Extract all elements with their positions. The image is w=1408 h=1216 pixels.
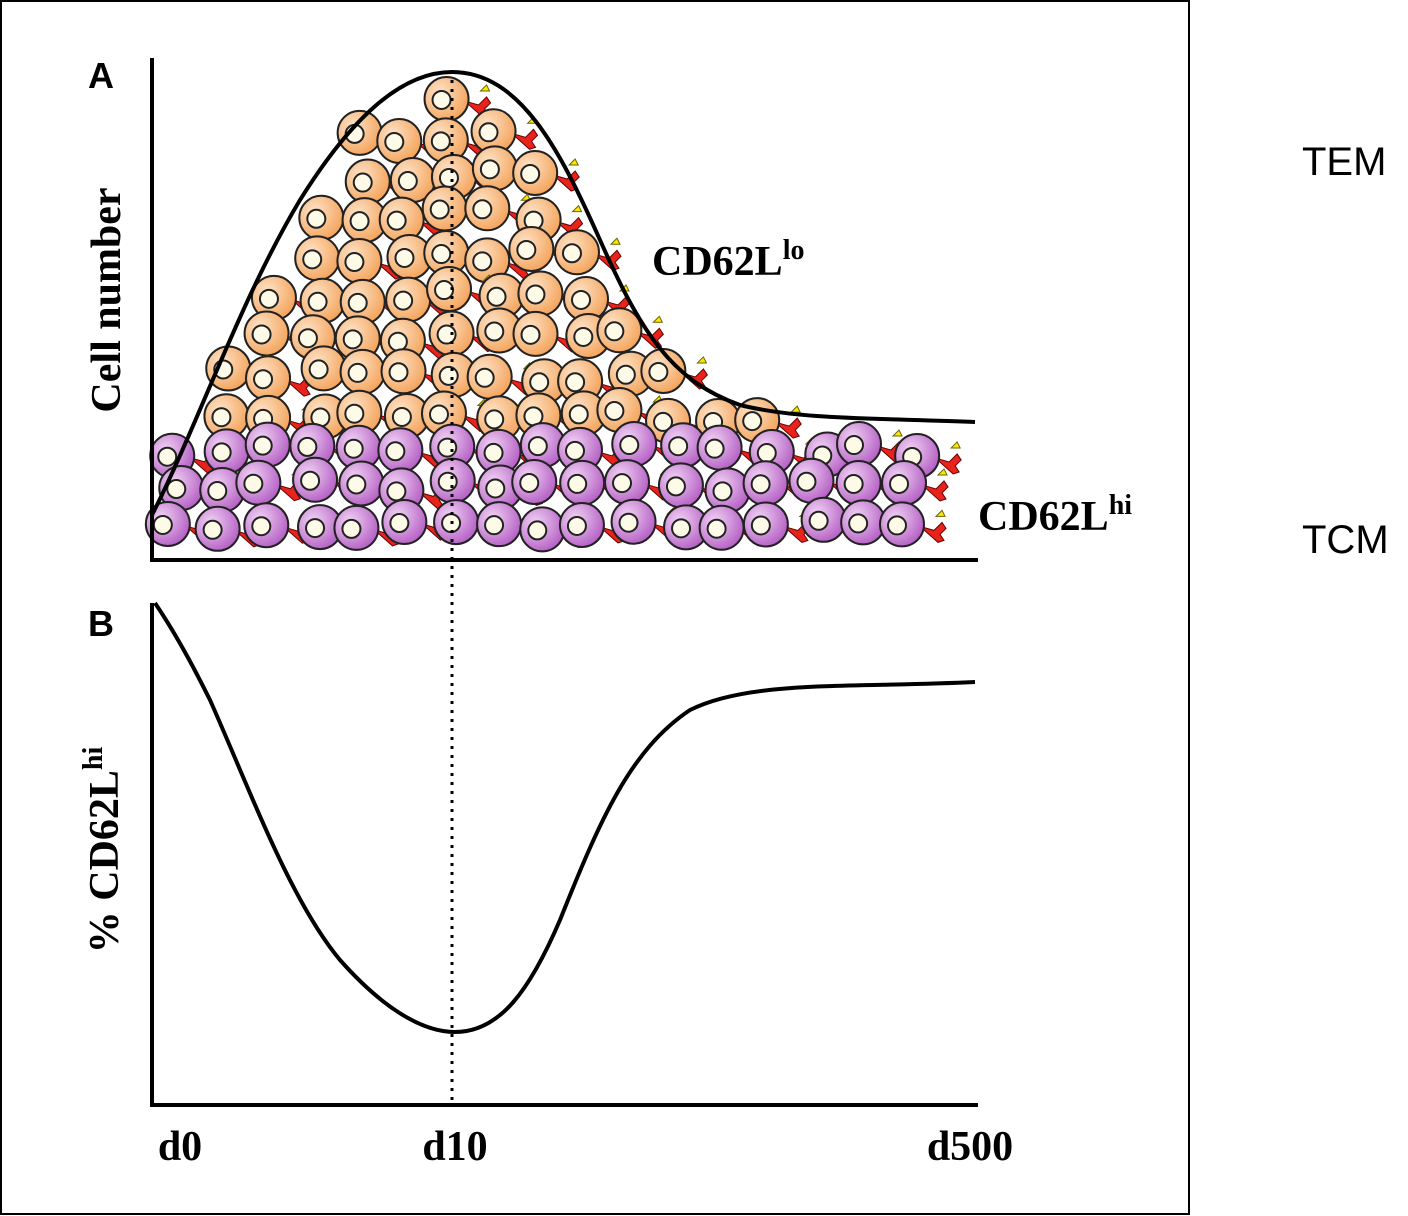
cell	[879, 501, 947, 548]
frame	[0, 0, 1190, 1215]
x-label: d500	[927, 1124, 1013, 1170]
label-text: % CD62L	[82, 770, 128, 953]
cell	[557, 426, 625, 473]
cell	[470, 108, 539, 155]
cell	[512, 150, 580, 197]
y-axis-label: % CD62Lhi	[78, 747, 128, 954]
cell	[466, 353, 535, 400]
side-label: TEM	[1302, 140, 1386, 184]
cell	[563, 275, 631, 322]
panel-label: B	[88, 603, 114, 644]
axis-b	[150, 603, 978, 1107]
percent-curve	[153, 601, 976, 1035]
label-sup: hi	[1109, 490, 1133, 521]
cell	[558, 501, 627, 548]
cell	[742, 501, 811, 548]
x-label: d10	[422, 1124, 487, 1170]
floor-label: CD62Lhi	[978, 490, 1132, 540]
cell	[596, 307, 665, 354]
curve-label: CD62Llo	[652, 235, 804, 285]
label-sup: lo	[783, 235, 805, 266]
axis-a	[150, 58, 978, 562]
label-sup: hi	[78, 747, 109, 771]
panel-label: A	[88, 55, 114, 96]
label-text: CD62L	[652, 239, 783, 285]
cell	[881, 459, 949, 506]
x-label: d0	[158, 1124, 202, 1170]
cell	[836, 421, 904, 468]
side-label: TCM	[1302, 518, 1389, 562]
cell	[640, 347, 709, 394]
cell-cluster	[144, 75, 962, 553]
label-text: CD62L	[978, 494, 1109, 540]
cell-number-curve	[150, 69, 976, 516]
y-axis-label: Cell number	[84, 187, 130, 412]
